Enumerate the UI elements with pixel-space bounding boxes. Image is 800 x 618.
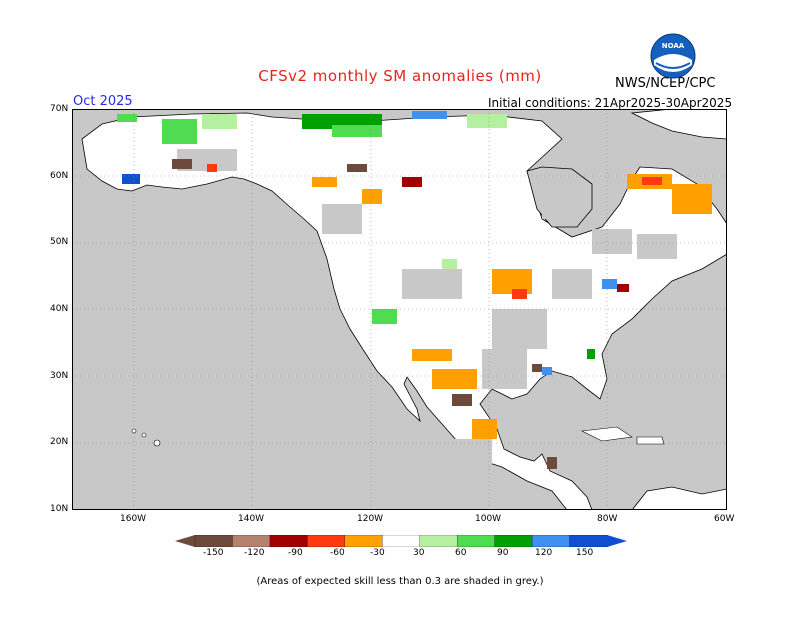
- legend-arrow-high: [607, 535, 627, 547]
- anomaly-map: [72, 109, 727, 510]
- legend-swatch: [531, 535, 571, 547]
- anomaly-patches: [117, 111, 712, 469]
- svg-text:NOAA: NOAA: [662, 42, 685, 50]
- legend-label: 30: [413, 548, 425, 558]
- land-caribbean: [580, 426, 665, 445]
- graticule: [72, 109, 727, 510]
- lon-label: 160W: [120, 514, 147, 524]
- legend-swatch: [382, 535, 421, 547]
- lon-label: 80W: [597, 514, 618, 524]
- legend-label: -90: [288, 548, 303, 558]
- lat-label: 70N: [50, 104, 69, 114]
- legend-label: -150: [203, 548, 224, 558]
- lat-label: 50N: [50, 237, 69, 247]
- lat-label: 60N: [50, 171, 69, 181]
- legend-swatch: [232, 535, 271, 547]
- legend-label: 150: [576, 548, 594, 558]
- land-south-america: [631, 486, 727, 510]
- legend-label: -30: [370, 548, 385, 558]
- skill-footnote: (Areas of expected skill less than 0.3 a…: [256, 576, 544, 587]
- lon-label: 60W: [714, 514, 735, 524]
- land-hawaii: [131, 428, 161, 447]
- noaa-logo: NOAA: [650, 33, 696, 79]
- legend-swatch: [419, 535, 458, 547]
- legend-swatch: [569, 535, 608, 547]
- lat-label: 40N: [50, 304, 69, 314]
- legend-swatch: [344, 535, 383, 547]
- legend-swatch: [307, 535, 346, 547]
- legend-swatch: [457, 535, 496, 547]
- legend-label: 90: [497, 548, 509, 558]
- lon-label: 120W: [357, 514, 384, 524]
- legend-swatch: [494, 535, 533, 547]
- agency-label: NWS/NCEP/CPC: [615, 76, 716, 91]
- legend-colorbar: [175, 535, 627, 547]
- initial-conditions: Initial conditions: 21Apr2025-30Apr2025: [488, 96, 733, 110]
- map-frame: [72, 109, 727, 510]
- land-north-america: [81, 112, 727, 510]
- lat-label: 20N: [50, 437, 69, 447]
- legend-label: 60: [455, 548, 467, 558]
- legend-label: -60: [330, 548, 345, 558]
- lat-label: 30N: [50, 371, 69, 381]
- lon-label: 100W: [475, 514, 502, 524]
- lon-label: 140W: [238, 514, 265, 524]
- legend-label: 120: [535, 548, 553, 558]
- land-greenland: [630, 109, 727, 140]
- forecast-month: Oct 2025: [73, 94, 133, 109]
- legend-arrow-low: [175, 535, 195, 547]
- map-title: CFSv2 monthly SM anomalies (mm): [258, 67, 542, 85]
- legend-swatch: [194, 535, 234, 547]
- legend-label: -120: [244, 548, 265, 558]
- legend-swatch: [269, 535, 309, 547]
- lat-label: 10N: [50, 504, 69, 514]
